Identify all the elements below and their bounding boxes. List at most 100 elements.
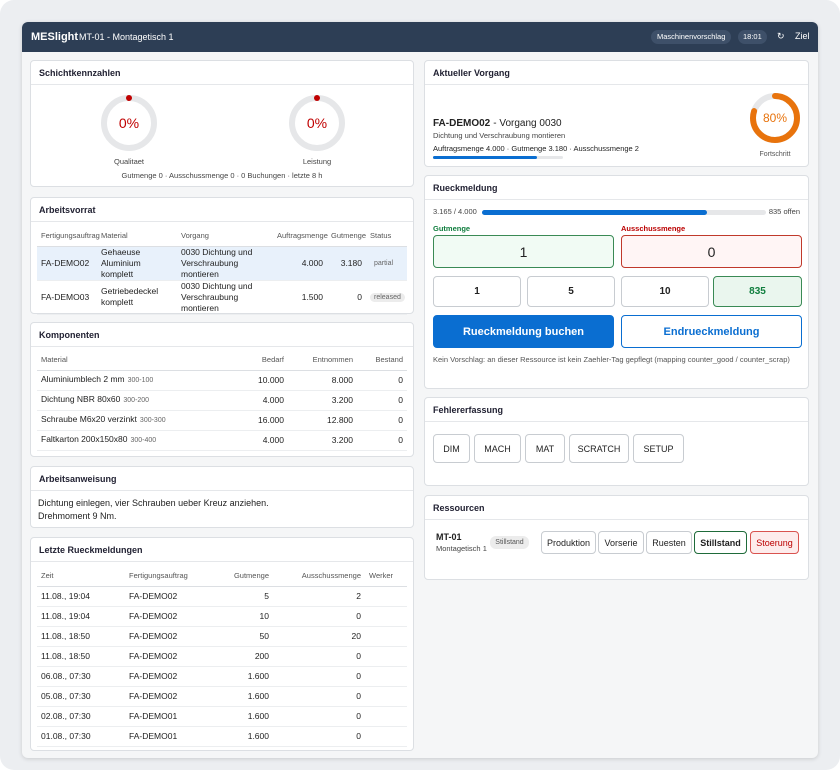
column-header: Fertigungsauftrag bbox=[37, 226, 100, 247]
cell-text: 0 bbox=[356, 670, 361, 681]
table-cell: released bbox=[366, 280, 407, 315]
progress-track bbox=[482, 210, 766, 215]
gauge-arc bbox=[289, 95, 345, 151]
table-row: FA-DEMO03 Getriebedeckel komplett 0030 Dic… bbox=[37, 280, 407, 315]
scrap-input[interactable]: 0 bbox=[621, 235, 802, 268]
table-cell bbox=[365, 666, 407, 687]
cell-text: 11.08., 18:50 bbox=[41, 630, 90, 641]
state-button[interactable]: Stillstand bbox=[694, 531, 747, 554]
table-cell: 12.800 bbox=[288, 410, 357, 431]
final-button[interactable]: Endrueckmeldung bbox=[621, 315, 802, 348]
card-title: Rueckmeldung bbox=[425, 176, 808, 200]
open-label: 835 offen bbox=[768, 207, 800, 216]
table-row: Aluminiumblech 2 mm 300-100 10.000 8.000 0 bbox=[37, 370, 407, 391]
column-header: Material bbox=[37, 350, 251, 371]
cell-text: 0 bbox=[356, 710, 361, 721]
table-cell: Schraube M6x20 verzinkt 300-300 bbox=[37, 410, 251, 431]
column-header: Status bbox=[366, 226, 407, 247]
table-cell: 5 bbox=[213, 586, 273, 607]
app: MESlight MT-01 - Montagetisch 1 Maschinenv… bbox=[22, 22, 818, 758]
table-cell: 11.08., 19:04 bbox=[37, 606, 125, 627]
table-cell: Gehaeuse Aluminium komplett bbox=[97, 246, 177, 281]
cell-text: 0 bbox=[356, 690, 361, 701]
material-code: 300-100 bbox=[127, 377, 154, 384]
instruction-line: Drehmoment 9 Nm. bbox=[38, 511, 117, 521]
suggestion-button[interactable]: Maschinenvorschlag bbox=[651, 30, 732, 44]
defect-button[interactable]: MAT bbox=[525, 434, 565, 463]
cell-text: 0 bbox=[398, 374, 403, 385]
cell-text: 10 bbox=[259, 610, 269, 621]
column-header: Bedarf bbox=[251, 350, 288, 371]
quick-button[interactable]: 10 bbox=[621, 276, 709, 307]
cell-text: 02.08., 07:30 bbox=[41, 710, 91, 721]
table-cell: 3.200 bbox=[288, 390, 357, 411]
cell-text: 01.08., 07:30 bbox=[41, 730, 91, 741]
material-code: 300-300 bbox=[139, 417, 166, 424]
time: 18:01 bbox=[738, 30, 767, 44]
cell-text: 0030 Dichtung und Verschraubung montiere… bbox=[181, 246, 253, 279]
good-label: Gutmenge bbox=[433, 224, 471, 233]
cell-text: 11.08., 18:50 bbox=[41, 650, 90, 661]
quick-button[interactable]: 5 bbox=[527, 276, 615, 307]
table-cell: 0 bbox=[273, 726, 365, 747]
cell-text: FA-DEMO01 bbox=[129, 710, 178, 721]
cell-text: 11.08., 19:04 bbox=[41, 610, 90, 621]
screen-title: MT-01 - Montagetisch 1 bbox=[79, 32, 174, 42]
progress-caption: Fortschritt bbox=[759, 151, 791, 158]
state-button[interactable]: Stoerung bbox=[750, 531, 799, 554]
table-cell: 0 bbox=[273, 606, 365, 627]
book-button[interactable]: Rueckmeldung buchen bbox=[433, 315, 614, 348]
table-cell: 4.000 bbox=[251, 390, 288, 411]
column-header: Entnommen bbox=[288, 350, 357, 371]
cell-text: 05.08., 07:30 bbox=[41, 690, 91, 701]
state-button[interactable]: Produktion bbox=[541, 531, 596, 554]
cell-text: FA-DEMO02 bbox=[129, 690, 178, 701]
cell-text: 200 bbox=[254, 650, 269, 661]
table-cell: FA-DEMO02 bbox=[37, 246, 97, 281]
cell-text: 50 bbox=[259, 630, 269, 641]
target-button[interactable]: Ziel bbox=[795, 31, 810, 41]
cell-text: 10.000 bbox=[258, 374, 284, 385]
card: Schichtkennzahlen 0% Qualitaet 0% Leistung Gu… bbox=[30, 60, 414, 187]
table-cell: 05.08., 07:30 bbox=[37, 686, 125, 707]
cell-text: Gehaeuse Aluminium komplett bbox=[101, 246, 141, 279]
state-button[interactable]: Vorserie bbox=[598, 531, 644, 554]
card-title: Ressourcen bbox=[425, 496, 808, 520]
quick-button[interactable]: 1 bbox=[433, 276, 521, 307]
table-cell: 4.000 bbox=[273, 246, 327, 281]
table-row: Dichtung NBR 80x60 300-200 4.000 3.200 0 bbox=[37, 390, 407, 411]
cell-text: 0 bbox=[398, 434, 403, 445]
quick-button[interactable]: 835 bbox=[713, 276, 802, 307]
table-cell: 0 bbox=[357, 430, 407, 451]
table-row: Faltkarton 200x150x80 300-400 4.000 3.200 0 bbox=[37, 430, 407, 451]
gauge-label: Qualitaet bbox=[113, 157, 145, 166]
cell-text: FA-DEMO02 bbox=[41, 257, 90, 268]
table-cell: 0 bbox=[273, 666, 365, 687]
cell-text: FA-DEMO02 bbox=[129, 670, 178, 681]
cell-text: FA-DEMO01 bbox=[129, 730, 178, 741]
cell-text: 3.180 bbox=[340, 257, 362, 268]
defect-button[interactable]: SETUP bbox=[633, 434, 684, 463]
table-row: 11.08., 18:50 FA-DEMO02 200 0 bbox=[37, 646, 407, 667]
progress-fill bbox=[482, 210, 707, 215]
table-cell: 3.180 bbox=[327, 246, 366, 281]
defect-button[interactable]: DIM bbox=[433, 434, 470, 463]
good-input[interactable]: 1 bbox=[433, 235, 614, 268]
cell-text: FA-DEMO02 bbox=[129, 610, 178, 621]
state-button[interactable]: Ruesten bbox=[646, 531, 692, 554]
header: MESlight MT-01 - Montagetisch 1 Maschinenv… bbox=[22, 22, 818, 52]
refresh-button[interactable]: ↻ bbox=[777, 31, 785, 41]
table-cell: FA-DEMO02 bbox=[125, 626, 213, 647]
table: Zeit Fertigungsauftrag Gutmenge Ausschussme… bbox=[37, 566, 407, 747]
defect-button[interactable]: SCRATCH bbox=[569, 434, 629, 463]
defect-button[interactable]: MACH bbox=[474, 434, 521, 463]
cell-text: 20 bbox=[351, 630, 361, 641]
table-cell: FA-DEMO01 bbox=[125, 726, 213, 747]
card: Rueckmeldung 3.165 / 4.000 835 offen Gutmen… bbox=[424, 175, 809, 389]
status-badge: released bbox=[370, 293, 405, 302]
header-row: Fertigungsauftrag Material Vorgang Auftrags… bbox=[37, 226, 407, 247]
column-header: Gutmenge bbox=[327, 226, 366, 247]
column-header: Ausschussmenge bbox=[273, 566, 365, 587]
table-cell: FA-DEMO02 bbox=[125, 586, 213, 607]
table-row: 11.08., 19:04 FA-DEMO02 10 0 bbox=[37, 606, 407, 627]
